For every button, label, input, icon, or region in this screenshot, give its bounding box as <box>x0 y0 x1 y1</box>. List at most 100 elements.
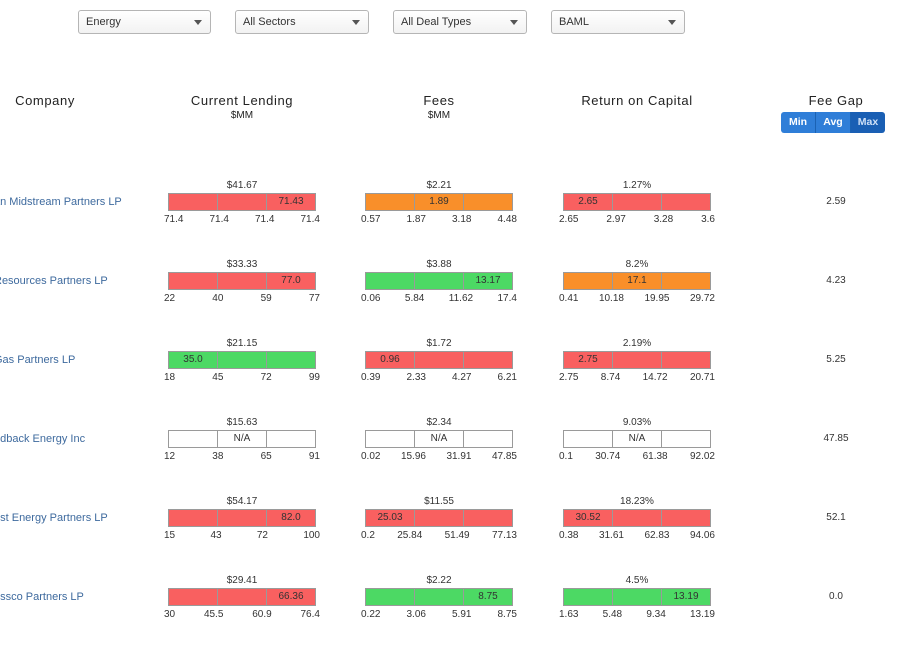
tick-label: 61.38 <box>642 451 668 462</box>
toggle-min-button[interactable]: Min <box>781 112 816 133</box>
lending-cell: $15.63 N/A 12 38 65 91 <box>164 417 320 477</box>
fees-range-bar: 8.75 <box>365 588 513 606</box>
filter-sector-group[interactable]: Energy <box>78 10 211 34</box>
range-bar-segment <box>169 510 218 526</box>
range-bar-segment: 2.65 <box>564 194 613 210</box>
range-bar-segment <box>662 431 710 447</box>
company-link[interactable]: Resources Partners LP <box>0 275 108 287</box>
tick-label: 22 <box>164 293 176 304</box>
tick-label: 18 <box>164 372 176 383</box>
lending-tick-labels: 71.4 71.4 71.4 71.4 <box>164 214 320 225</box>
toggle-avg-button[interactable]: Avg <box>816 112 851 133</box>
fee-gap-value: 5.25 <box>826 354 846 365</box>
range-bar-segment <box>613 194 662 210</box>
tick-label: 31.91 <box>446 451 472 462</box>
company-link[interactable]: est Energy Partners LP <box>0 512 108 524</box>
range-bar-segment <box>169 589 218 605</box>
lending-cell: $33.33 77.0 22 40 59 77 <box>164 259 320 319</box>
lending-total: $54.17 <box>226 496 258 507</box>
range-bar-segment <box>662 510 710 526</box>
range-bar-segment: 82.0 <box>267 510 315 526</box>
fee-gap-toggle: Min Avg Max <box>781 112 885 133</box>
tick-label: 3.6 <box>701 214 715 225</box>
tick-label: 0.22 <box>361 609 381 620</box>
tick-label: 71.4 <box>255 214 275 225</box>
range-bar-segment <box>267 431 315 447</box>
tick-label: 2.65 <box>559 214 579 225</box>
tick-label: 31.61 <box>598 530 624 541</box>
fees-range-bar: 0.96 <box>365 351 513 369</box>
roc-total: 8.2% <box>625 259 649 270</box>
tick-label: 14.72 <box>642 372 668 383</box>
range-bar-segment <box>613 352 662 368</box>
column-header-company: Company <box>15 93 75 108</box>
fees-tick-labels: 0.02 15.96 31.91 47.85 <box>361 451 517 462</box>
fee-gap-value: 0.0 <box>829 591 843 602</box>
tick-label: 8.75 <box>497 609 517 620</box>
roc-cell: 18.23% 30.52 0.38 31.61 62.83 94.06 <box>559 496 715 556</box>
tick-label: 0.1 <box>559 451 573 462</box>
fees-range-bar: 13.17 <box>365 272 513 290</box>
tick-label: 11.62 <box>448 293 474 304</box>
tick-label: 30.74 <box>595 451 621 462</box>
filter-bank[interactable]: BAML <box>551 10 685 34</box>
tick-label: 92.02 <box>689 451 715 462</box>
lending-range-bar: 71.43 <box>168 193 316 211</box>
toggle-max-button[interactable]: Max <box>851 112 885 133</box>
range-bar-segment <box>415 273 464 289</box>
tick-label: 3.18 <box>452 214 472 225</box>
company-link[interactable]: an Midstream Partners LP <box>0 196 122 208</box>
company-link[interactable]: essco Partners LP <box>0 591 84 603</box>
lending-total: $21.15 <box>226 338 258 349</box>
company-link[interactable]: Gas Partners LP <box>0 354 76 366</box>
roc-cell: 8.2% 17.1 0.41 10.18 19.95 29.72 <box>559 259 715 319</box>
tick-label: 40 <box>212 293 224 304</box>
range-bar-segment <box>218 589 267 605</box>
range-bar-segment <box>218 352 267 368</box>
roc-range-bar: 17.1 <box>563 272 711 290</box>
tick-label: 43 <box>210 530 222 541</box>
tick-label: 94.06 <box>689 530 715 541</box>
tick-label: 25.84 <box>397 530 423 541</box>
filter-sectors[interactable]: All Sectors <box>235 10 369 34</box>
range-bar-segment <box>613 510 662 526</box>
tick-label: 5.84 <box>404 293 425 304</box>
tick-label: 91 <box>308 451 320 462</box>
tick-label: 10.18 <box>598 293 624 304</box>
roc-cell: 4.5% 13.19 1.63 5.48 9.34 13.19 <box>559 575 715 635</box>
lending-total: $41.67 <box>226 180 258 191</box>
range-bar-segment <box>662 273 710 289</box>
tick-label: 20.71 <box>689 372 715 383</box>
range-bar-segment <box>564 273 613 289</box>
chevron-down-icon <box>668 20 676 25</box>
tick-label: 62.83 <box>644 530 670 541</box>
company-link[interactable]: ndback Energy Inc <box>0 433 86 445</box>
range-bar-segment: 35.0 <box>169 352 218 368</box>
tick-label: 45 <box>212 372 224 383</box>
tick-label: 8.74 <box>600 372 621 383</box>
range-bar-segment <box>564 589 613 605</box>
range-bar-segment <box>366 273 415 289</box>
lending-tick-labels: 22 40 59 77 <box>164 293 320 304</box>
fees-cell: $1.72 0.96 0.39 2.33 4.27 6.21 <box>361 338 517 398</box>
tick-label: 0.39 <box>361 372 381 383</box>
lending-range-bar: 35.0 <box>168 351 316 369</box>
range-bar-segment: 0.96 <box>366 352 415 368</box>
roc-range-bar: 30.52 <box>563 509 711 527</box>
tick-label: 72 <box>256 530 268 541</box>
range-bar-segment <box>464 352 512 368</box>
range-bar-segment: 13.19 <box>662 589 710 605</box>
tick-label: 76.4 <box>300 609 320 620</box>
tick-label: 71.4 <box>164 214 184 225</box>
range-bar-segment <box>366 589 415 605</box>
tick-label: 0.2 <box>361 530 375 541</box>
range-bar-segment <box>366 194 415 210</box>
tick-label: 59 <box>260 293 272 304</box>
lending-range-bar: 77.0 <box>168 272 316 290</box>
tick-label: 15 <box>164 530 176 541</box>
filter-deal-types[interactable]: All Deal Types <box>393 10 527 34</box>
range-bar-segment <box>662 352 710 368</box>
range-bar-segment: 17.1 <box>613 273 662 289</box>
tick-label: 5.91 <box>452 609 472 620</box>
lending-cell: $21.15 35.0 18 45 72 99 <box>164 338 320 398</box>
